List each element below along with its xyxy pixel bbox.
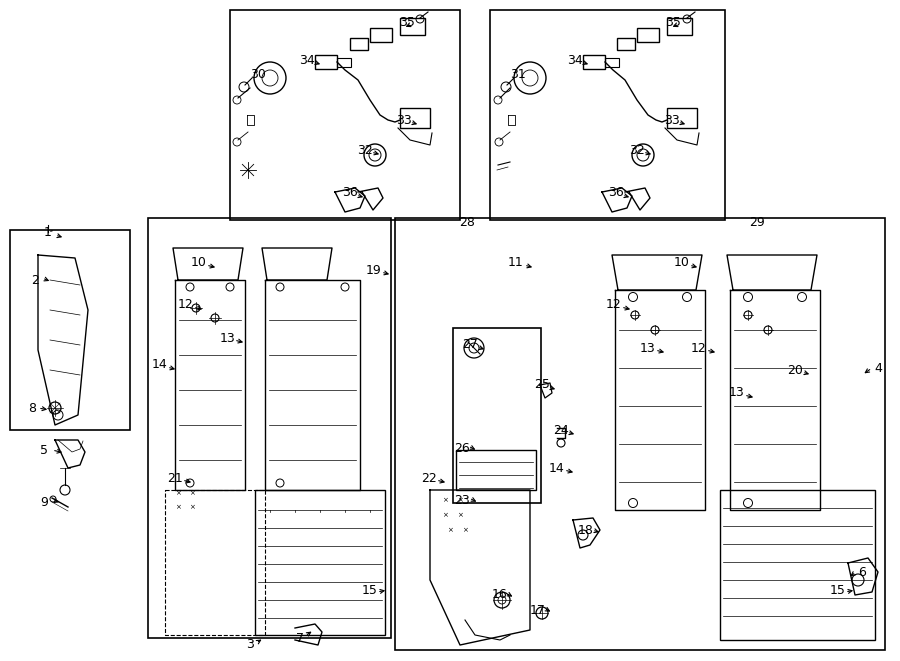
Text: ×: ×: [442, 512, 448, 518]
Text: 13: 13: [640, 342, 656, 354]
Text: 26: 26: [454, 442, 470, 455]
Text: 3: 3: [246, 639, 254, 652]
Bar: [490, 10, 725, 220]
Bar: [10, 230, 130, 430]
Text: 28: 28: [459, 217, 475, 229]
Bar: [617, 38, 635, 50]
Text: 20: 20: [788, 364, 803, 377]
Bar: [637, 28, 659, 42]
Text: 10: 10: [674, 256, 690, 270]
Text: 2: 2: [32, 274, 39, 286]
Text: ×: ×: [176, 490, 181, 496]
Bar: [165, 490, 265, 635]
Bar: [400, 108, 430, 128]
Text: 32: 32: [357, 143, 373, 157]
Bar: [720, 490, 875, 640]
Text: 31: 31: [510, 69, 526, 81]
Text: 12: 12: [606, 299, 622, 311]
Bar: [583, 55, 605, 69]
Text: ×: ×: [189, 504, 195, 510]
Bar: [456, 450, 536, 490]
Bar: [453, 328, 541, 503]
Bar: [370, 28, 392, 42]
Text: 9: 9: [40, 496, 48, 508]
Text: 36: 36: [608, 186, 624, 200]
Text: ×: ×: [457, 497, 463, 503]
Text: ×: ×: [176, 504, 181, 510]
Text: 10: 10: [191, 256, 207, 270]
Bar: [667, 108, 697, 128]
Text: 15: 15: [362, 584, 378, 596]
Text: 12: 12: [178, 299, 194, 311]
Text: 35: 35: [665, 15, 681, 28]
Text: 24: 24: [554, 424, 569, 436]
Text: 5: 5: [40, 444, 48, 457]
Bar: [400, 18, 425, 35]
Text: 22: 22: [421, 471, 436, 485]
Text: 14: 14: [549, 461, 565, 475]
Text: 6: 6: [858, 566, 866, 578]
Text: 23: 23: [454, 494, 470, 506]
Bar: [337, 58, 351, 67]
Text: 12: 12: [691, 342, 707, 354]
Text: ×: ×: [189, 490, 195, 496]
Text: 21: 21: [167, 471, 183, 485]
Bar: [315, 55, 337, 69]
Text: 33: 33: [664, 114, 680, 126]
Text: 16: 16: [492, 588, 508, 602]
Text: 36: 36: [342, 186, 358, 200]
Text: ×: ×: [462, 527, 468, 533]
Text: ×: ×: [442, 497, 448, 503]
Text: 34: 34: [299, 54, 315, 67]
Text: 35: 35: [399, 15, 415, 28]
Bar: [667, 18, 692, 35]
Text: ×: ×: [457, 512, 463, 518]
Text: 4: 4: [874, 362, 882, 375]
Text: 15: 15: [830, 584, 846, 596]
Text: 8: 8: [28, 401, 36, 414]
Text: 7: 7: [296, 631, 304, 644]
Text: 13: 13: [729, 387, 745, 399]
Text: 18: 18: [578, 524, 594, 537]
Text: 14: 14: [152, 358, 168, 371]
Text: ×: ×: [447, 527, 453, 533]
Text: 11: 11: [508, 256, 524, 270]
Bar: [230, 10, 460, 220]
Text: 34: 34: [567, 54, 583, 67]
Text: 17: 17: [530, 603, 546, 617]
Bar: [605, 58, 619, 67]
Text: 29: 29: [749, 217, 765, 229]
Text: 32: 32: [629, 143, 645, 157]
Bar: [255, 490, 385, 635]
Text: 33: 33: [396, 114, 412, 126]
Text: 13: 13: [220, 332, 236, 344]
Bar: [148, 218, 391, 638]
Text: 25: 25: [534, 379, 550, 391]
Text: 27: 27: [462, 338, 478, 352]
Text: 19: 19: [366, 264, 382, 276]
Bar: [395, 218, 885, 650]
Text: 1: 1: [44, 225, 52, 239]
Text: 30: 30: [250, 69, 266, 81]
Bar: [350, 38, 368, 50]
